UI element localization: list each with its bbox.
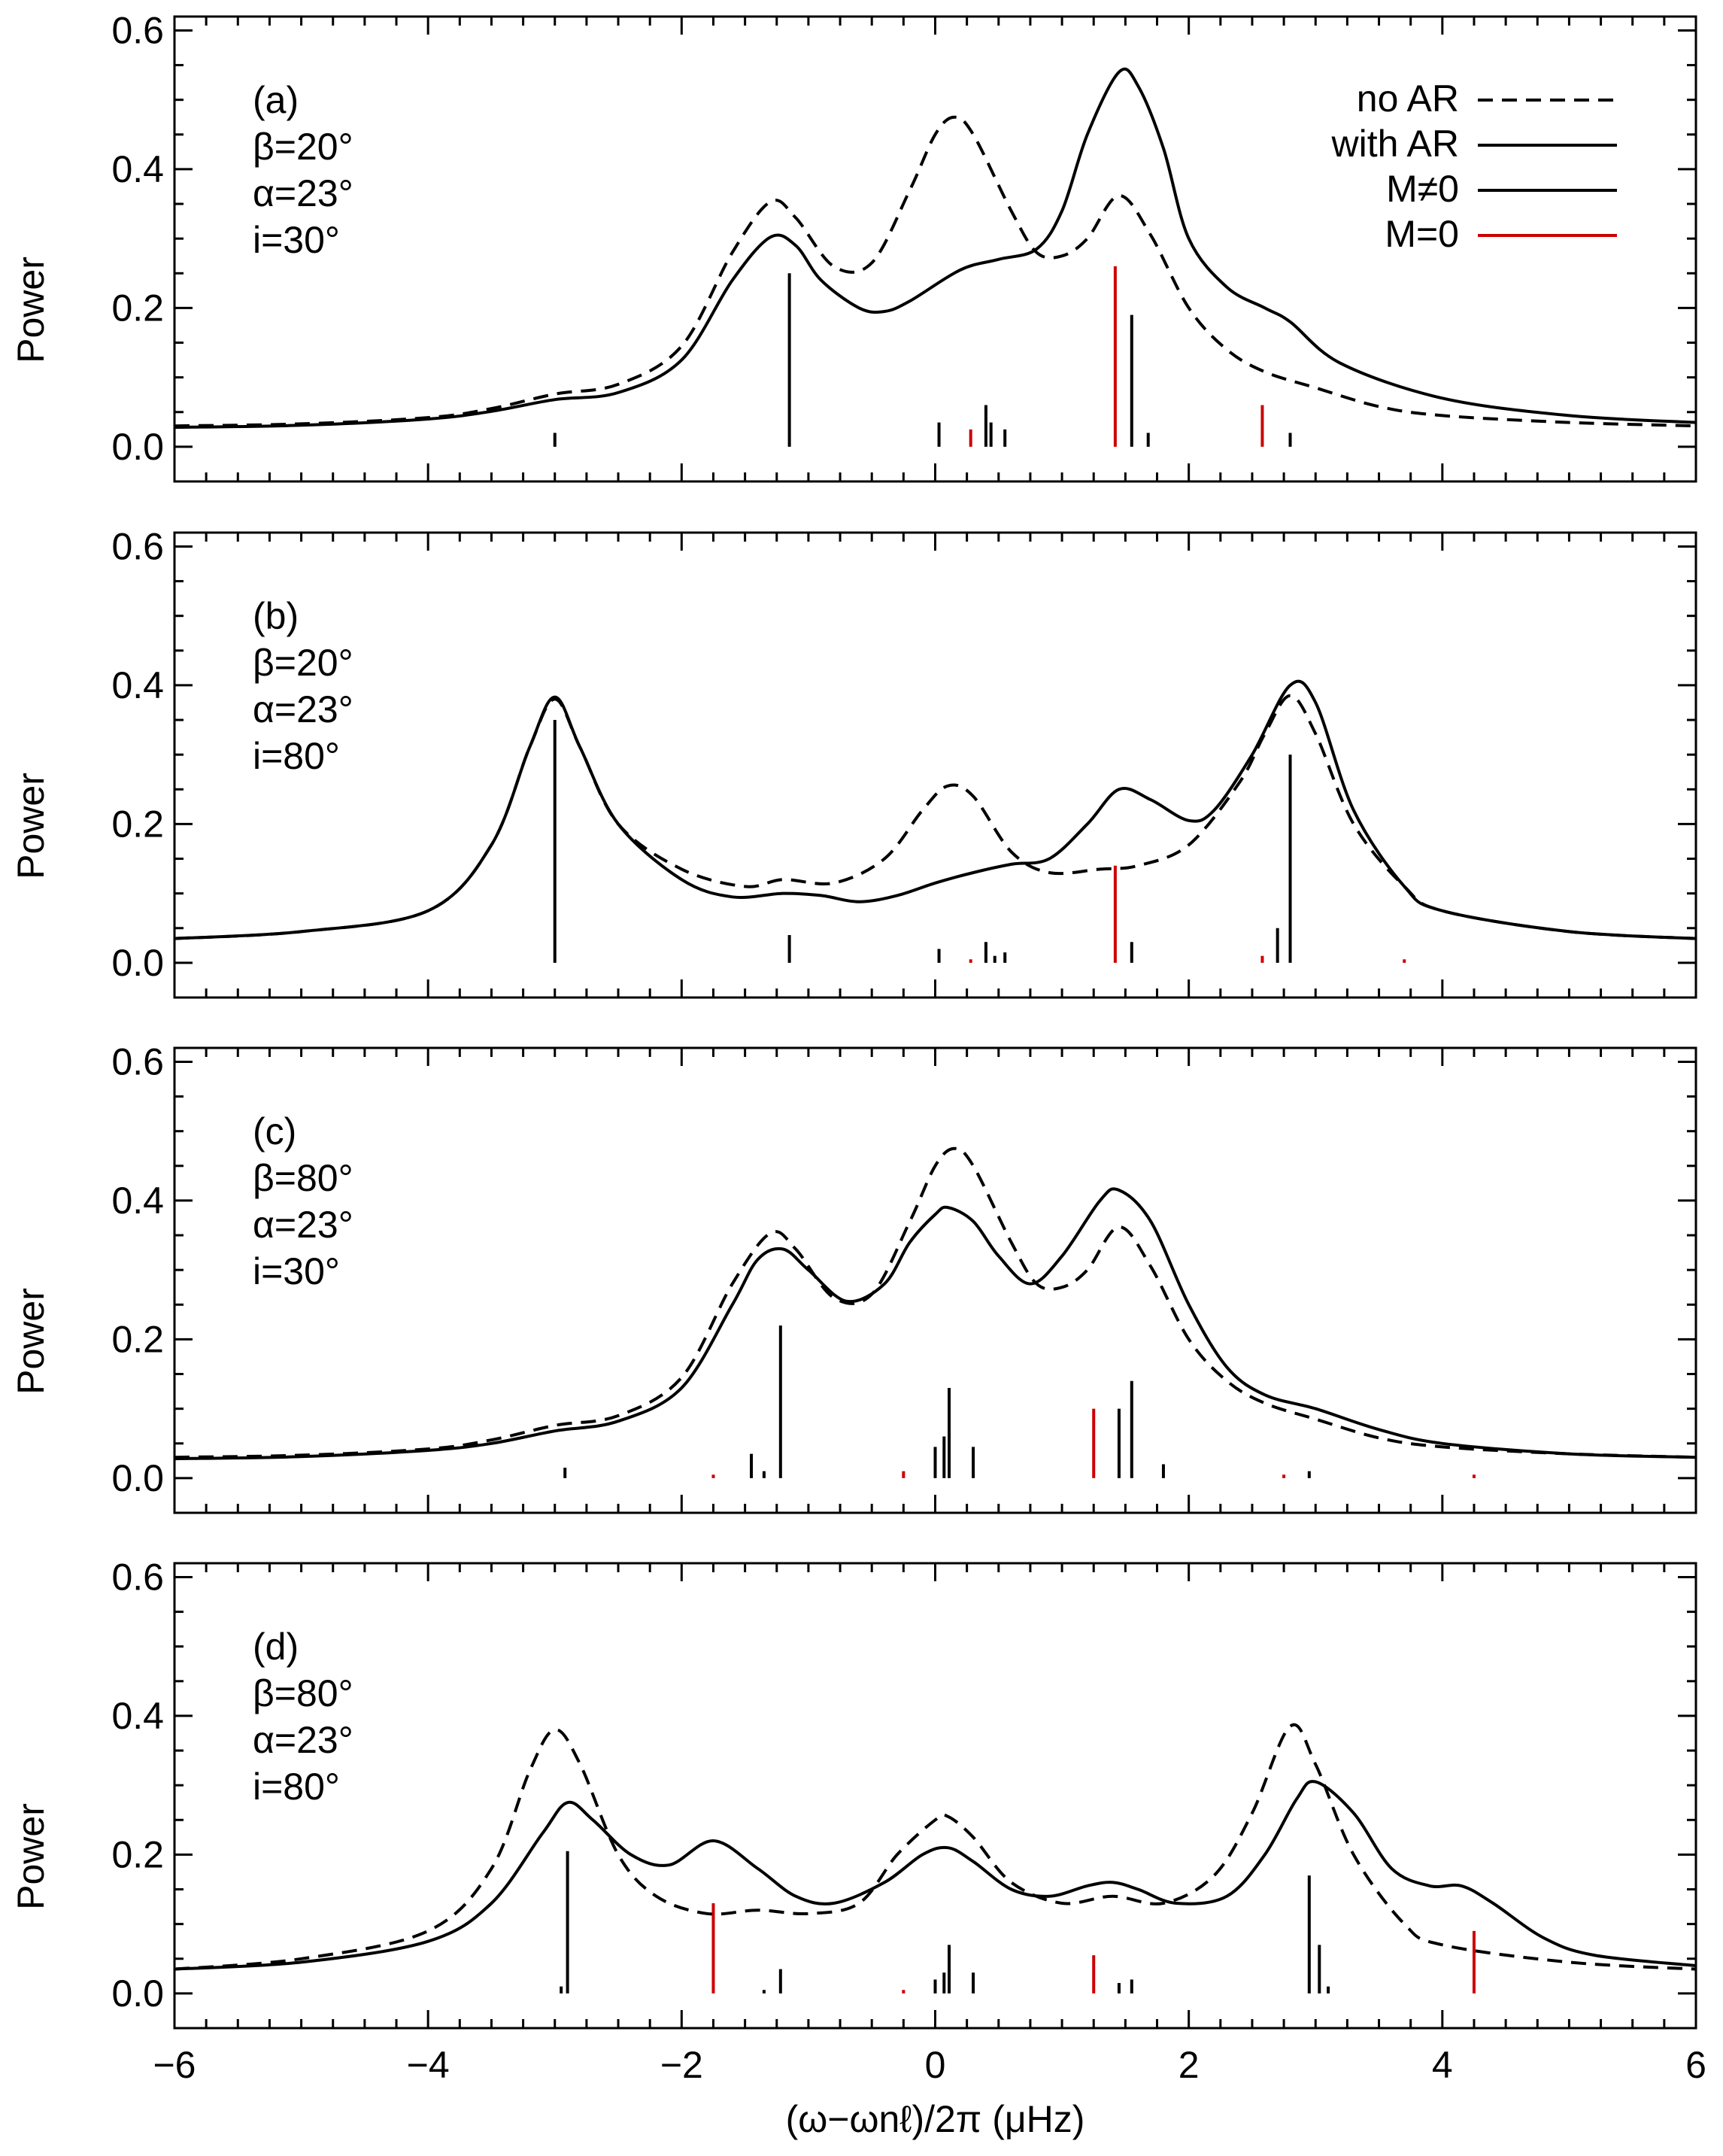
panel-annotation-line: β=20°: [253, 126, 353, 168]
plot-frame: [173, 531, 1697, 999]
y-tick-label: 0.0: [111, 1457, 164, 1499]
y-tick-label: 0.2: [111, 1318, 164, 1360]
series-no-ar-line: [174, 1146, 1697, 1459]
panel-a: 0.0 0.2 0.4 0.6 Power (a) β=20°α=23° i=30°: [10, 9, 1697, 483]
panel-annotation-line: (a): [253, 79, 299, 121]
legend-label-with-ar: with AR: [1330, 123, 1459, 165]
y-tick-label: 0.4: [111, 664, 164, 706]
y-tick-label: 0.4: [111, 148, 164, 190]
panel-annotation-line: (d): [253, 1626, 299, 1668]
x-tick-label: −2: [660, 2044, 703, 2086]
y-tick-label: 0.0: [111, 426, 164, 468]
panel-annotation-line: α=23°: [253, 1719, 353, 1761]
panel-annotation-line: α=23°: [253, 1204, 353, 1246]
x-tick-label: 2: [1178, 2044, 1200, 2086]
y-tick-label: 0.6: [111, 1040, 164, 1083]
y-axis-label: Power: [10, 773, 52, 879]
panel-d: 0.0 0.2 0.4 0.6 −6 −4 −2 0 2 4 6 Power (ω−ωnℓ)/2π (μ…: [10, 1556, 1706, 2140]
panel-b: 0.0 0.2 0.4 0.6 Power (b) β=20°α=23° i=80°: [10, 525, 1697, 999]
panel-annotation-line: (c): [253, 1110, 296, 1152]
series-with-ar-line: [174, 1780, 1697, 1971]
legend: no AR with AR M≠0 M=0: [1330, 77, 1617, 255]
panel-annotation-line: i=30°: [253, 1250, 340, 1292]
series-no-ar-line: [174, 115, 1697, 428]
panel-annotation-line: i=30°: [253, 219, 340, 261]
panel-annotation-line: β=80°: [253, 1157, 353, 1199]
x-tick-label: 4: [1432, 2044, 1453, 2086]
panel-annotation-line: α=23°: [253, 688, 353, 730]
plot-frame: [173, 1046, 1697, 1514]
panel-annotation-line: i=80°: [253, 735, 340, 777]
series-no-ar-line: [174, 694, 1697, 940]
y-tick-label: 0.2: [111, 287, 164, 329]
y-tick-label: 0.6: [111, 525, 164, 567]
legend-label-m-eq-0: M=0: [1385, 213, 1459, 255]
x-tick-label: −6: [153, 2044, 196, 2086]
y-tick-label: 0.6: [111, 1556, 164, 1598]
x-tick-label: −4: [407, 2044, 450, 2086]
y-tick-label: 0.2: [111, 1833, 164, 1875]
panel-annotation-line: (b): [253, 595, 299, 637]
plot-frame: [173, 1562, 1697, 2030]
x-tick-label: 0: [925, 2044, 946, 2086]
y-axis-label: Power: [10, 1803, 52, 1910]
legend-label-no-ar: no AR: [1357, 77, 1459, 120]
panel-annotation-line: i=80°: [253, 1766, 340, 1808]
panel-annotation-line: β=20°: [253, 642, 353, 684]
plot-frame: [173, 15, 1697, 483]
panel-annotation-line: β=80°: [253, 1672, 353, 1714]
panel-annotation-line: α=23°: [253, 172, 353, 214]
y-axis-label: Power: [10, 1288, 52, 1395]
panel-c: 0.0 0.2 0.4 0.6 Power (c) β=80° α=23°i=30°: [10, 1040, 1697, 1514]
series-no-ar-line: [174, 1723, 1697, 1971]
y-tick-label: 0.6: [111, 9, 164, 51]
legend-label-m-neq-0: M≠0: [1386, 168, 1459, 210]
y-tick-label: 0.0: [111, 942, 164, 984]
x-tick-label: 6: [1685, 2044, 1706, 2086]
series-with-ar-line: [174, 67, 1697, 430]
y-tick-label: 0.4: [111, 1180, 164, 1222]
x-axis-label: (ω−ωnℓ)/2π (μHz): [786, 2098, 1085, 2140]
y-tick-label: 0.0: [111, 1972, 164, 2015]
y-tick-label: 0.2: [111, 803, 164, 845]
series-with-ar-line: [174, 679, 1697, 940]
y-axis-label: Power: [10, 257, 52, 363]
y-tick-label: 0.4: [111, 1695, 164, 1737]
series-with-ar-line: [174, 1187, 1697, 1461]
